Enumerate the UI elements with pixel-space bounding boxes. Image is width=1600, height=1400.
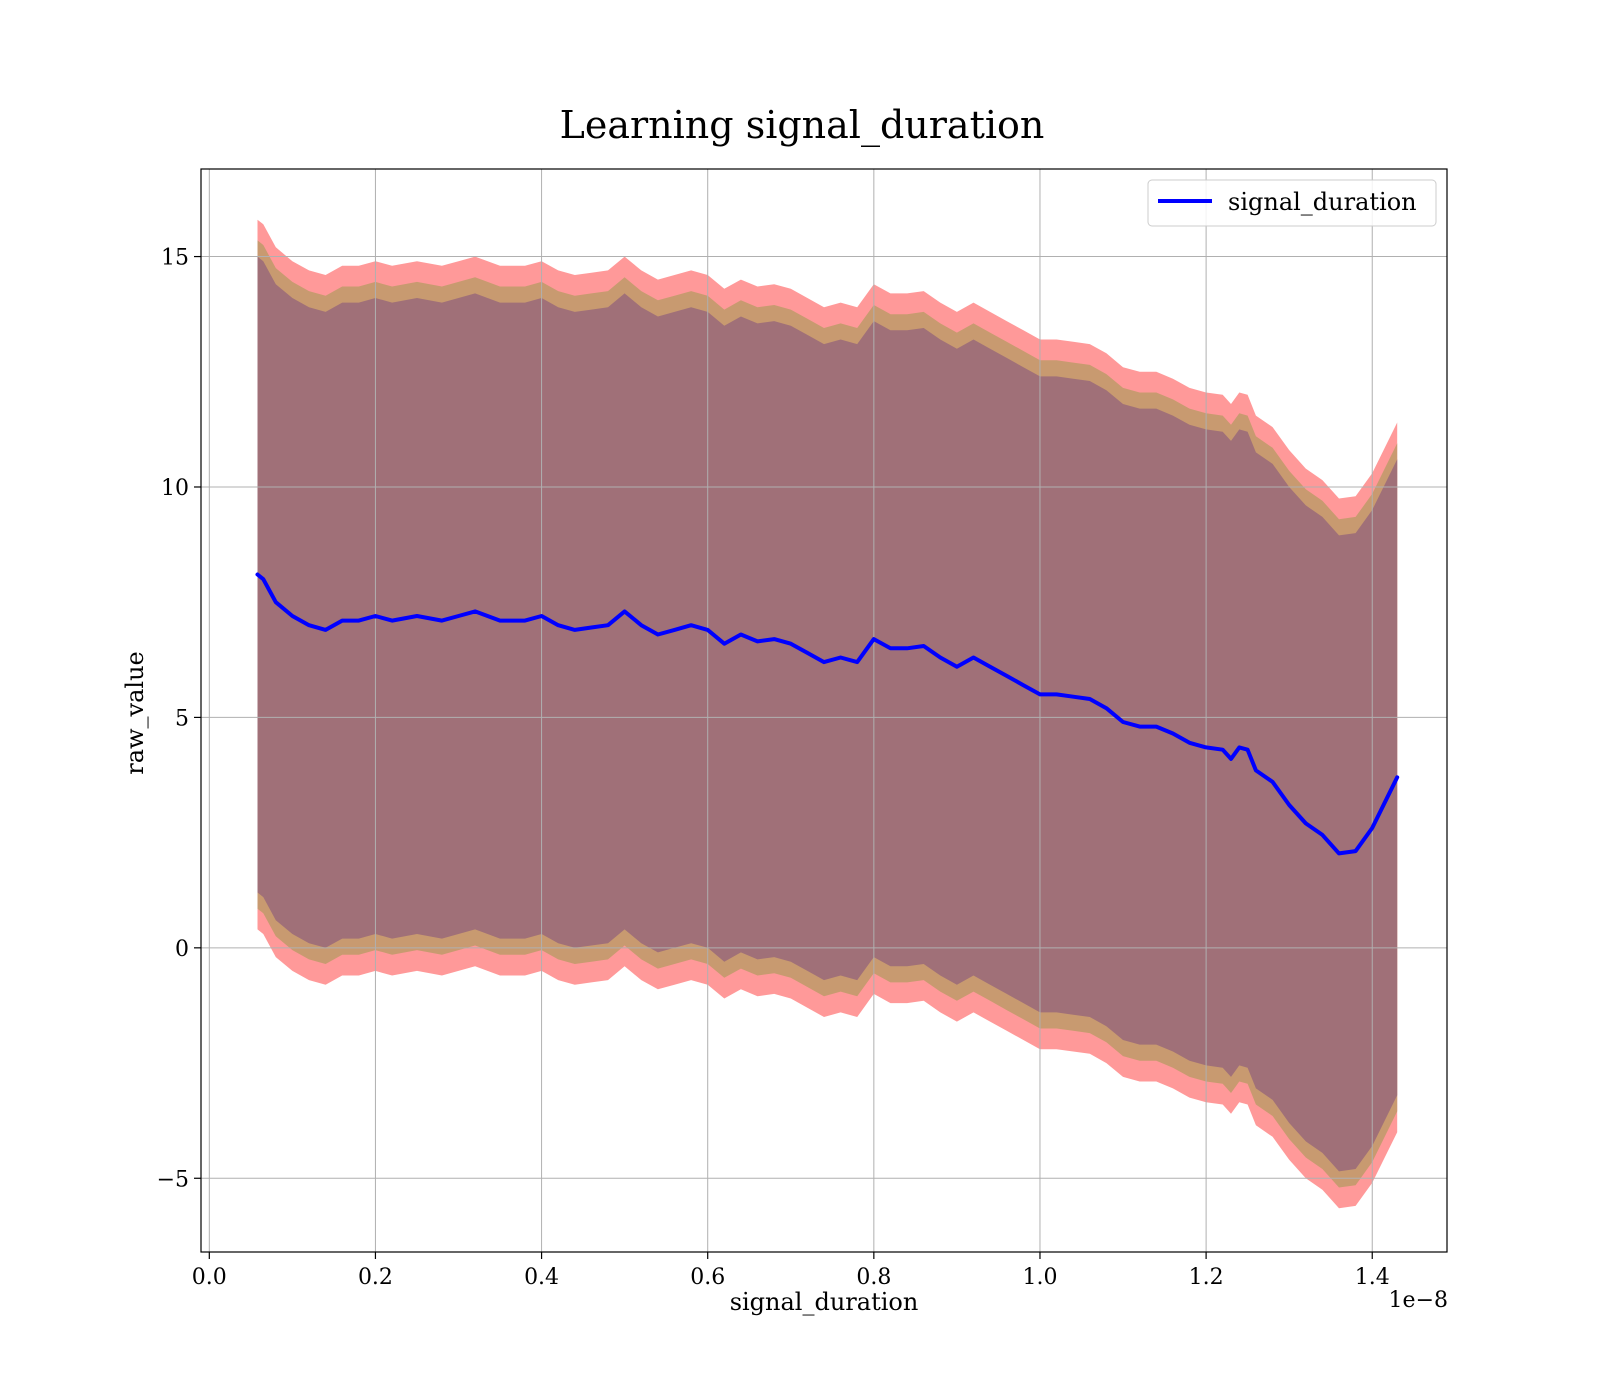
band-inner bbox=[257, 256, 1398, 1172]
x-tick-label-3: 0.6 bbox=[690, 1265, 725, 1290]
confidence-bands bbox=[257, 219, 1398, 1209]
series-layer bbox=[255, 572, 1400, 856]
y-axis-label: raw_value bbox=[121, 651, 149, 775]
x-tick-label-6: 1.2 bbox=[1189, 1265, 1224, 1290]
y-tick-label-2: 5 bbox=[175, 706, 189, 731]
legend-label-signal-duration: signal_duration bbox=[1228, 188, 1417, 216]
plot-frame bbox=[200, 168, 1448, 1253]
y-axis: −5 0 5 10 15 bbox=[157, 246, 201, 1192]
x-tick-label-7: 1.4 bbox=[1355, 1265, 1390, 1290]
y-tick-label-0: −5 bbox=[157, 1167, 189, 1192]
x-tick-label-0: 0.0 bbox=[192, 1265, 227, 1290]
x-axis-offset-label: 1e−8 bbox=[1389, 1288, 1448, 1313]
x-tick-label-5: 1.0 bbox=[1022, 1265, 1057, 1290]
legend-box bbox=[1147, 179, 1437, 227]
x-tick-label-1: 0.2 bbox=[358, 1265, 393, 1290]
legend: signal_duration bbox=[1147, 179, 1437, 227]
x-tick-label-4: 0.8 bbox=[856, 1265, 891, 1290]
x-axis: 0.0 0.2 0.4 0.6 0.8 1.0 1.2 1.4 bbox=[192, 1252, 1390, 1290]
x-axis-label: signal_duration bbox=[730, 1288, 919, 1316]
y-tick-label-3: 10 bbox=[161, 476, 189, 501]
y-tick-label-4: 15 bbox=[161, 246, 189, 271]
grid bbox=[201, 169, 1447, 1252]
series-line-signal-duration bbox=[255, 572, 1400, 856]
chart-title: Learning signal_duration bbox=[560, 103, 1045, 148]
y-tick-label-1: 0 bbox=[175, 937, 189, 962]
x-tick-label-2: 0.4 bbox=[524, 1265, 559, 1290]
